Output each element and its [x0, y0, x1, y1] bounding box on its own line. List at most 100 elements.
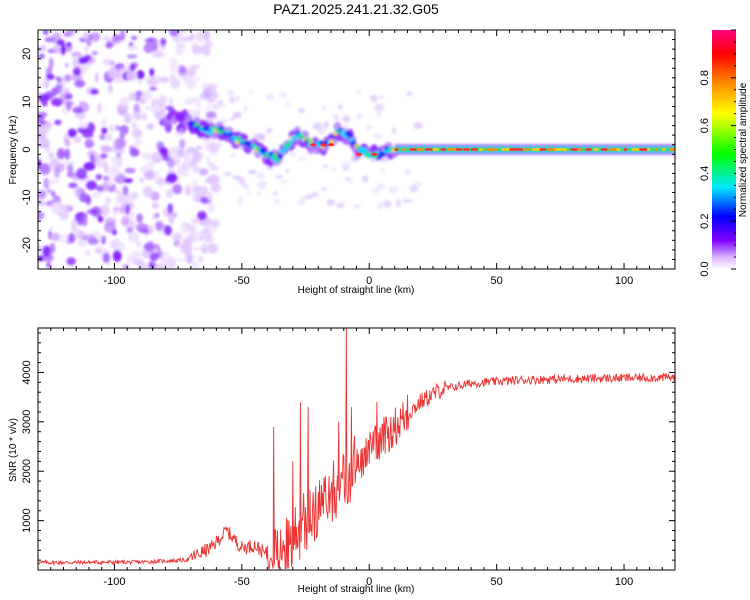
noise-cell: [212, 221, 220, 228]
tone-cell: [547, 148, 556, 151]
noise-cell: [185, 184, 191, 197]
noise-cell: [337, 104, 343, 110]
noise-cell: [136, 70, 145, 80]
tone-cell: [631, 148, 641, 151]
x-tick-label: -100: [103, 576, 125, 588]
tone-cell: [532, 148, 540, 151]
noise-cell: [141, 152, 153, 160]
noise-cell: [38, 211, 45, 221]
noise-cell: [67, 128, 77, 138]
spectrogram-y-axis-label: Frequency (Hz): [8, 116, 19, 185]
tone-cell: [417, 148, 424, 151]
noise-cell: [51, 97, 63, 107]
noise-cell: [404, 199, 414, 203]
noise-cell: [119, 132, 125, 140]
noise-cell: [41, 101, 48, 107]
ridge-cell: [281, 148, 287, 154]
noise-cell: [59, 204, 70, 211]
ridge-peak: [328, 143, 334, 147]
tone-cell: [540, 148, 547, 151]
noise-cell: [182, 150, 191, 162]
tone-cell: [432, 148, 439, 151]
noise-cell: [274, 199, 281, 205]
noise-cell: [229, 153, 237, 157]
noise-cell: [103, 35, 110, 42]
noise-cell: [168, 215, 175, 225]
noise-cell: [346, 179, 354, 183]
tone-cell: [669, 148, 675, 151]
noise-cell: [79, 193, 91, 203]
noise-cell: [49, 225, 55, 231]
noise-cell: [132, 258, 145, 265]
noise-cell: [191, 189, 197, 200]
noise-cell: [47, 179, 59, 185]
noise-cell: [121, 104, 129, 111]
noise-cell: [72, 106, 83, 114]
noise-cell: [113, 138, 125, 151]
ridge-cell: [272, 153, 278, 158]
noise-cell: [172, 184, 183, 195]
x-tick-label: -50: [234, 275, 250, 287]
noise-cell: [134, 136, 142, 148]
ridge-cell: [329, 139, 335, 144]
noise-cell: [76, 214, 84, 226]
snr-series: [38, 328, 675, 569]
noise-cell: [112, 250, 122, 262]
ridge-cell: [211, 131, 220, 140]
noise-cell: [380, 169, 386, 173]
noise-cell: [139, 165, 148, 175]
noise-cell: [192, 165, 200, 173]
noise-cell: [51, 190, 56, 198]
noise-cell: [232, 175, 242, 180]
noise-cell: [38, 53, 45, 59]
noise-cell: [141, 113, 148, 121]
noise-cell: [151, 202, 160, 209]
noise-cell: [84, 249, 91, 257]
noise-cell: [83, 234, 96, 242]
x-tick-label: 0: [366, 275, 372, 287]
noise-cell: [38, 138, 51, 146]
noise-cell: [187, 232, 195, 244]
noise-cell: [370, 157, 376, 163]
noise-cell: [207, 162, 215, 166]
y-tick-label: 4000: [21, 360, 33, 384]
noise-cell: [104, 221, 116, 233]
noise-cell: [352, 204, 361, 209]
noise-cell: [97, 215, 104, 223]
noise-cell: [184, 172, 189, 177]
noise-cell: [149, 86, 158, 92]
x-tick-label: 0: [366, 576, 372, 588]
noise-cell: [66, 30, 76, 37]
noise-cell: [203, 30, 210, 42]
ridge-cell: [227, 132, 233, 137]
noise-cell: [97, 103, 102, 114]
noise-cell: [78, 56, 88, 65]
noise-cell: [298, 107, 305, 114]
colorbar-gradient: [712, 30, 736, 269]
noise-cell: [205, 104, 211, 112]
noise-cell: [191, 64, 201, 69]
tone-cell: [440, 148, 446, 151]
noise-cell: [154, 212, 160, 218]
snr-y-axis-label: SNR (10 * v/v): [8, 418, 19, 482]
x-tick-label: -100: [103, 275, 125, 287]
noise-cell: [232, 112, 240, 118]
noise-cell: [143, 43, 154, 54]
noise-cell: [289, 150, 294, 157]
noise-cell: [374, 103, 383, 111]
noise-cell: [261, 182, 266, 187]
tone-cell: [425, 148, 433, 151]
y-tick-label: 3000: [21, 410, 33, 434]
noise-cell: [168, 97, 174, 106]
noise-cell: [160, 252, 171, 261]
noise-cell: [107, 68, 119, 79]
noise-cell: [114, 206, 119, 211]
noise-cell: [38, 45, 45, 53]
noise-cell: [173, 132, 184, 137]
ridge-cell: [168, 109, 177, 117]
noise-cell: [108, 165, 120, 178]
noise-cell: [149, 68, 155, 77]
tone-cell: [517, 148, 523, 151]
noise-cell: [86, 180, 97, 191]
noise-cell: [142, 185, 153, 198]
